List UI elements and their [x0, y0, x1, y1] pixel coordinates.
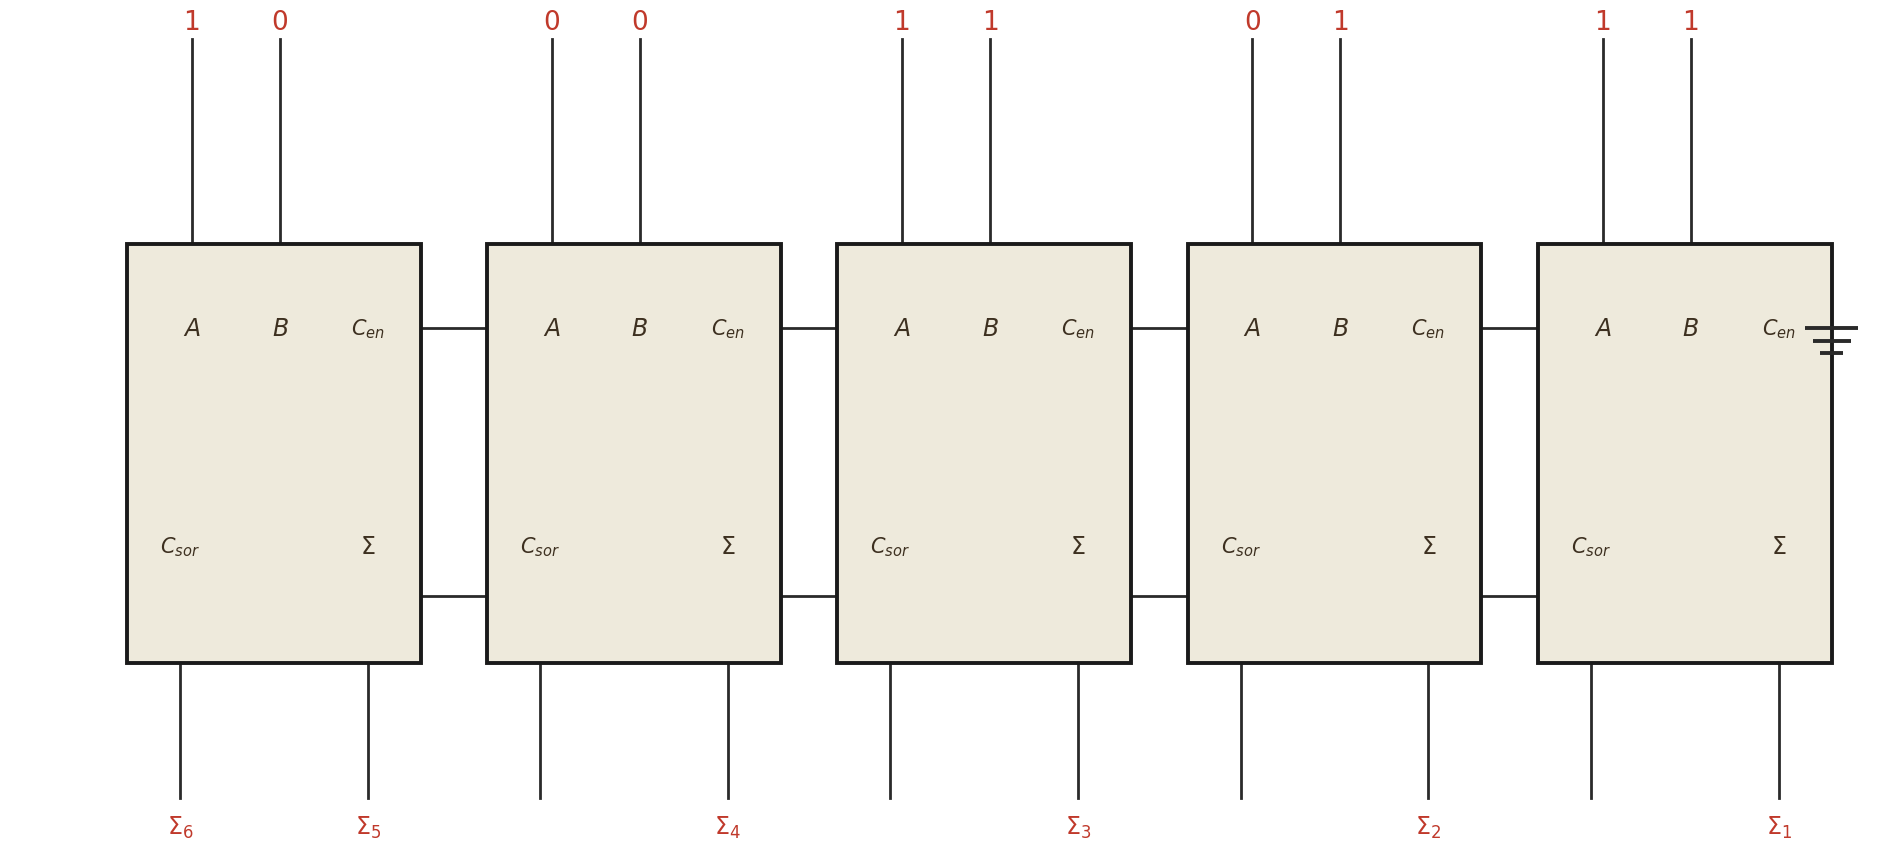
Text: $\Sigma_3$: $\Sigma_3$: [1065, 815, 1092, 841]
Text: $\Sigma$: $\Sigma$: [359, 534, 377, 558]
Text: $\mathit{A}$: $\mathit{A}$: [1244, 317, 1261, 341]
Text: $\Sigma$: $\Sigma$: [721, 534, 736, 558]
Text: 1: 1: [1594, 9, 1611, 36]
Text: 1: 1: [1331, 9, 1349, 36]
Text: $\mathit{A}$: $\mathit{A}$: [894, 317, 911, 341]
Text: 0: 0: [631, 9, 649, 36]
Text: $\Sigma_4$: $\Sigma_4$: [715, 815, 742, 841]
Text: $\mathit{C}_{\mathit{en}}$: $\mathit{C}_{\mathit{en}}$: [1411, 317, 1446, 341]
Bar: [487, 245, 780, 664]
Bar: [1187, 245, 1482, 664]
Text: $\Sigma$: $\Sigma$: [1071, 534, 1086, 558]
Text: $\mathit{C}_{\mathit{sor}}$: $\mathit{C}_{\mathit{sor}}$: [519, 534, 559, 558]
Text: $\Sigma$: $\Sigma$: [1771, 534, 1786, 558]
Text: 0: 0: [272, 9, 289, 36]
Text: $\mathit{B}$: $\mathit{B}$: [631, 317, 649, 341]
Text: $\mathit{C}_{\mathit{sor}}$: $\mathit{C}_{\mathit{sor}}$: [160, 534, 200, 558]
Text: $\Sigma_5$: $\Sigma_5$: [356, 815, 380, 841]
Text: $\mathit{B}$: $\mathit{B}$: [1681, 317, 1698, 341]
Text: $\mathit{C}_{\mathit{sor}}$: $\mathit{C}_{\mathit{sor}}$: [1571, 534, 1611, 558]
Text: $\mathit{C}_{\mathit{sor}}$: $\mathit{C}_{\mathit{sor}}$: [1221, 534, 1261, 558]
Text: 0: 0: [1244, 9, 1261, 36]
Text: $\mathit{A}$: $\mathit{A}$: [542, 317, 561, 341]
Text: $\mathit{C}_{\mathit{sor}}$: $\mathit{C}_{\mathit{sor}}$: [871, 534, 911, 558]
Text: $\Sigma_1$: $\Sigma_1$: [1765, 815, 1792, 841]
Text: $\mathit{C}_{\mathit{en}}$: $\mathit{C}_{\mathit{en}}$: [711, 317, 746, 341]
Text: $\mathit{C}_{\mathit{en}}$: $\mathit{C}_{\mathit{en}}$: [1761, 317, 1795, 341]
Text: 1: 1: [183, 9, 200, 36]
Text: $\mathit{C}_{\mathit{en}}$: $\mathit{C}_{\mathit{en}}$: [1061, 317, 1096, 341]
Text: $\mathit{B}$: $\mathit{B}$: [1331, 317, 1349, 341]
Text: 0: 0: [544, 9, 559, 36]
Bar: [1539, 245, 1832, 664]
Text: $\mathit{B}$: $\mathit{B}$: [272, 317, 289, 341]
Text: $\mathit{B}$: $\mathit{B}$: [981, 317, 999, 341]
Text: $\Sigma_6$: $\Sigma_6$: [167, 815, 194, 841]
Text: $\mathit{A}$: $\mathit{A}$: [183, 317, 202, 341]
Text: 1: 1: [1681, 9, 1698, 36]
Text: 1: 1: [981, 9, 999, 36]
Text: $\Sigma_2$: $\Sigma_2$: [1415, 815, 1442, 841]
Text: $\Sigma$: $\Sigma$: [1421, 534, 1436, 558]
Text: 1: 1: [894, 9, 911, 36]
Bar: [127, 245, 420, 664]
Text: $\mathit{C}_{\mathit{en}}$: $\mathit{C}_{\mathit{en}}$: [352, 317, 384, 341]
Bar: [837, 245, 1132, 664]
Text: $\mathit{A}$: $\mathit{A}$: [1594, 317, 1611, 341]
